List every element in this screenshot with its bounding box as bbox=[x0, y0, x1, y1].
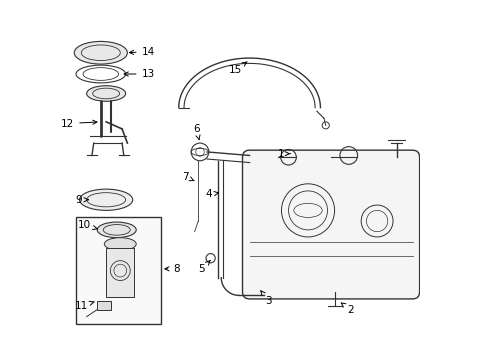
Ellipse shape bbox=[97, 222, 136, 238]
Bar bbox=[106, 247, 134, 297]
FancyBboxPatch shape bbox=[242, 150, 419, 299]
Text: 9: 9 bbox=[76, 195, 88, 205]
Text: 8: 8 bbox=[165, 264, 180, 274]
Ellipse shape bbox=[74, 41, 127, 64]
Text: 5: 5 bbox=[198, 261, 210, 274]
Text: 6: 6 bbox=[193, 124, 199, 140]
Text: 4: 4 bbox=[205, 190, 218, 200]
Ellipse shape bbox=[104, 238, 136, 250]
Text: 1: 1 bbox=[277, 149, 289, 159]
Text: 3: 3 bbox=[260, 291, 272, 306]
Ellipse shape bbox=[79, 189, 133, 210]
Text: 10: 10 bbox=[78, 220, 97, 230]
Text: 14: 14 bbox=[129, 47, 154, 57]
Text: 2: 2 bbox=[341, 303, 353, 315]
Ellipse shape bbox=[87, 86, 125, 101]
Text: 7: 7 bbox=[182, 172, 194, 182]
Text: 12: 12 bbox=[61, 119, 97, 129]
Text: 11: 11 bbox=[75, 301, 94, 311]
Bar bbox=[97, 301, 111, 310]
Bar bbox=[76, 217, 161, 324]
Text: 15: 15 bbox=[228, 62, 246, 75]
Text: 13: 13 bbox=[124, 69, 154, 79]
